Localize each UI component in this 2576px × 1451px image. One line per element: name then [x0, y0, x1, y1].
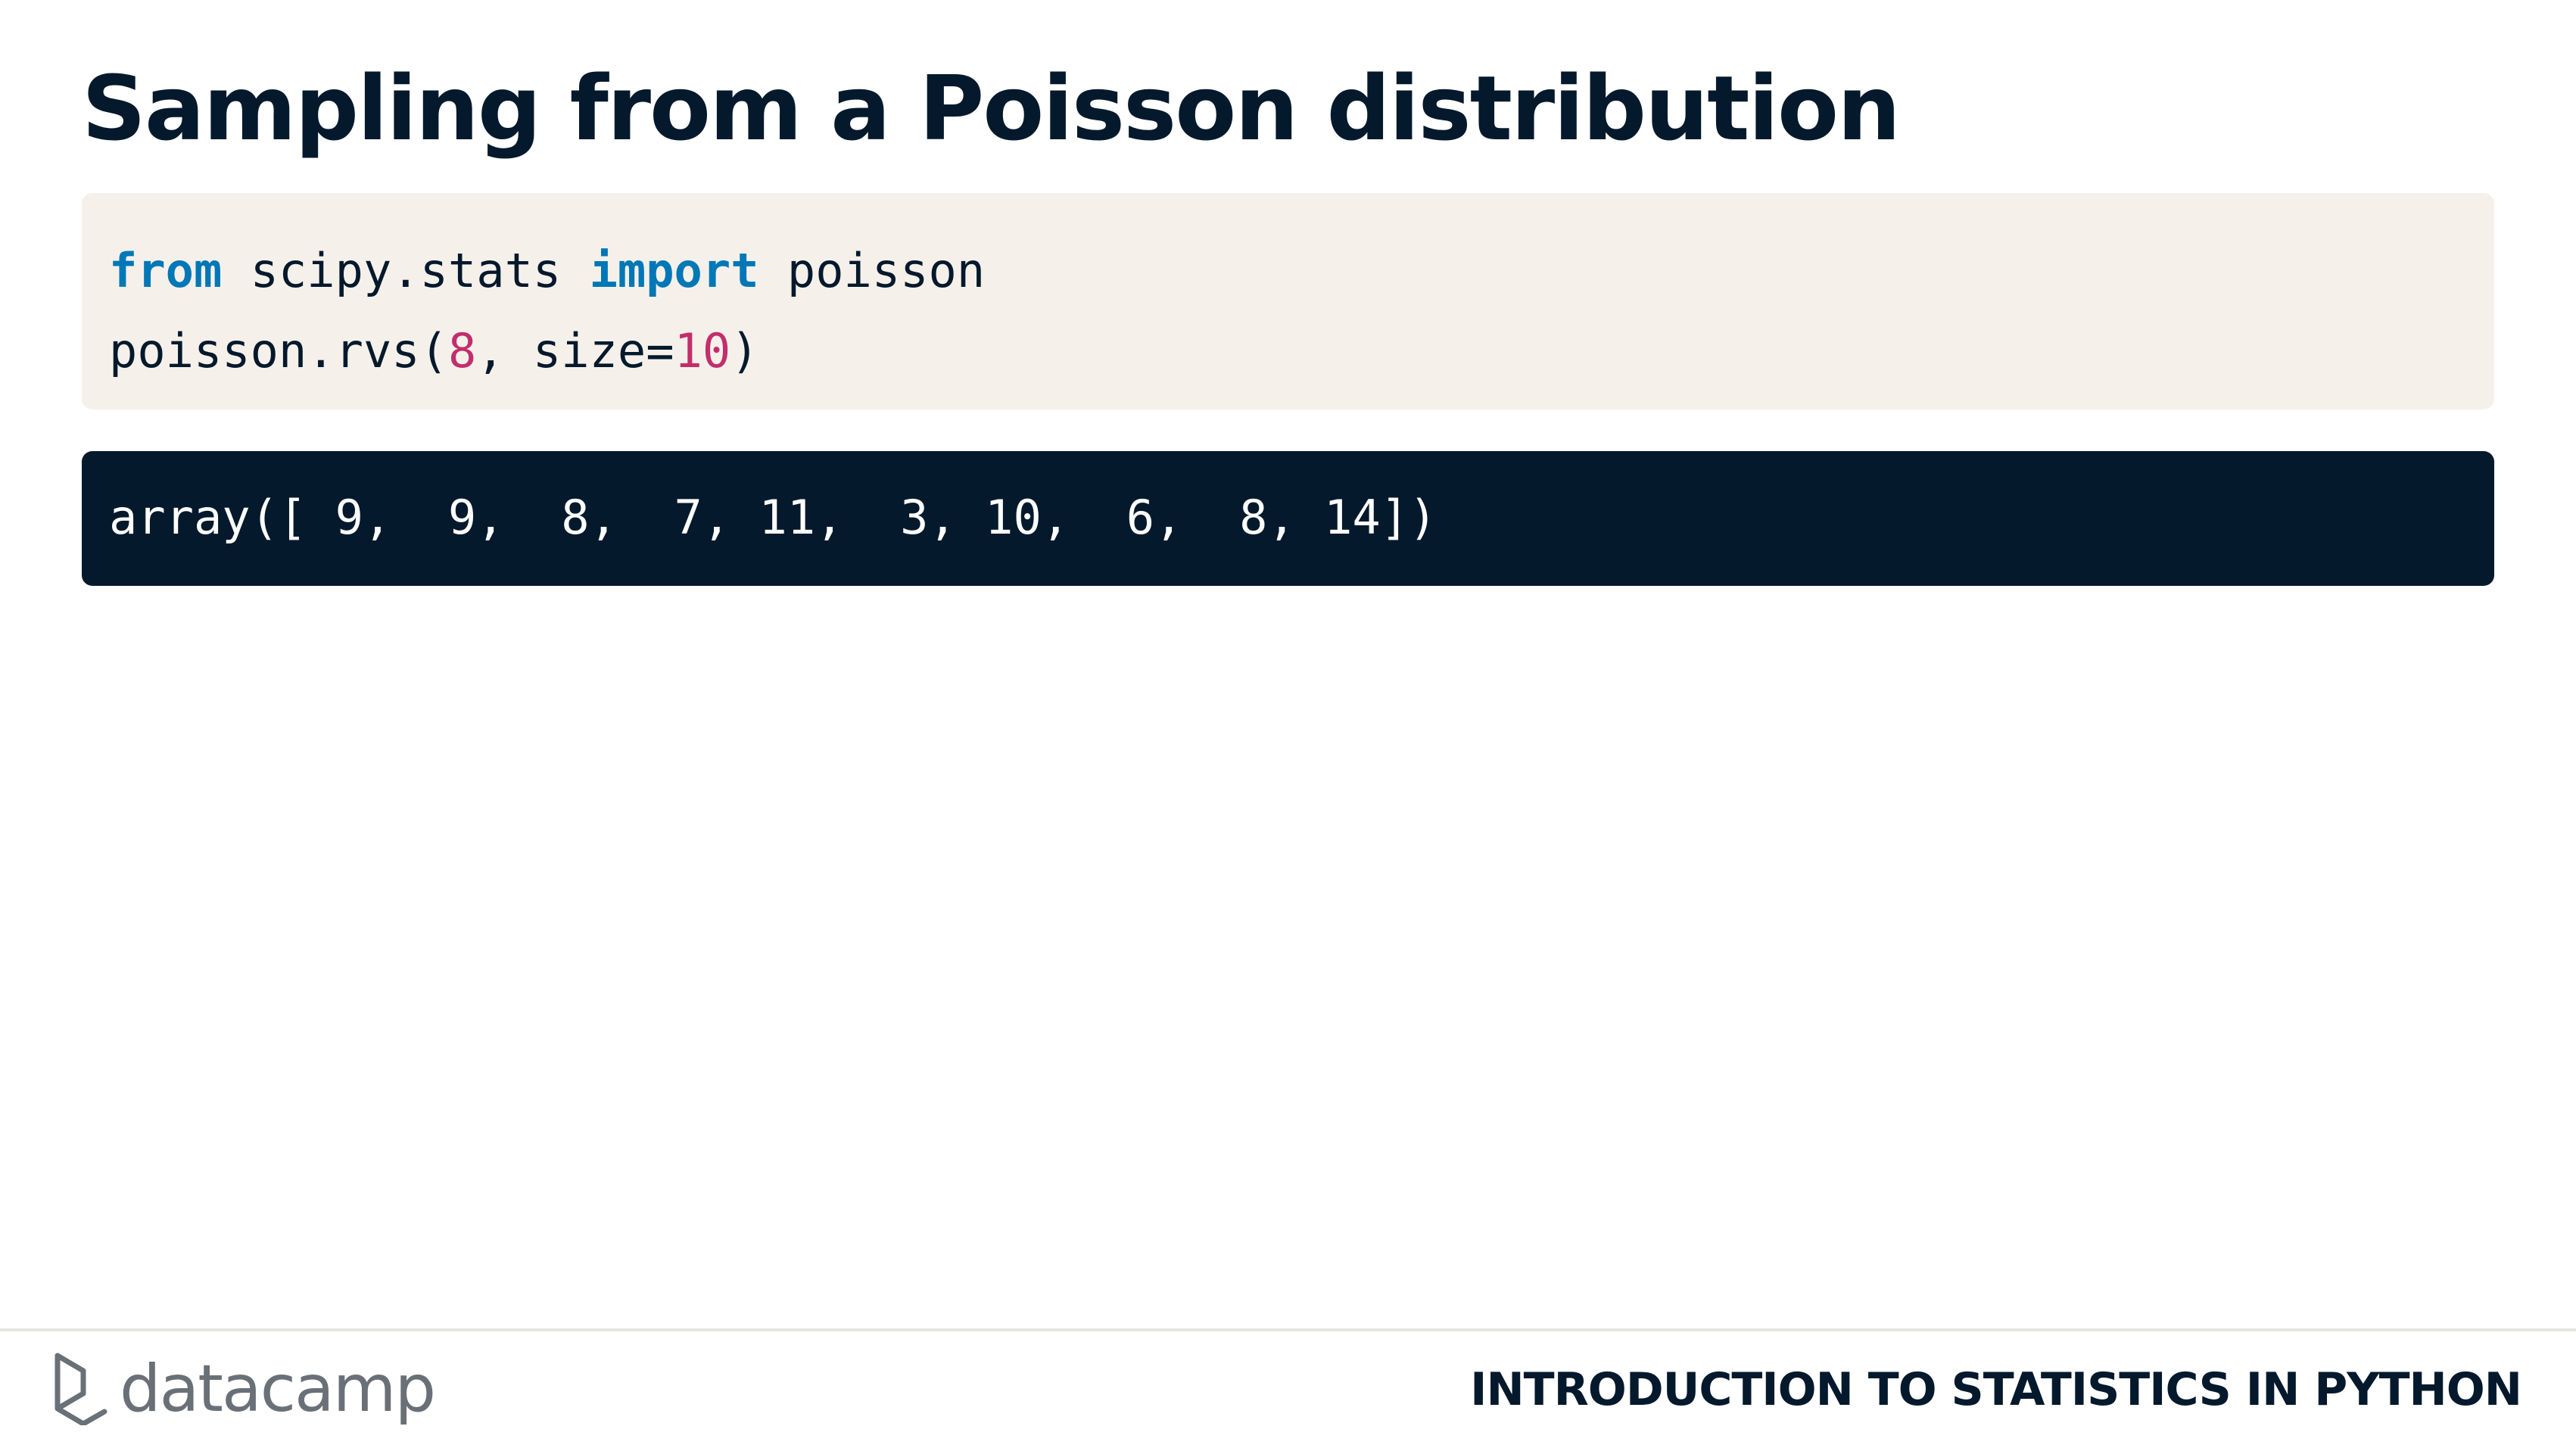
code-keyword-import: import [589, 243, 759, 298]
datacamp-logo-icon [55, 1353, 107, 1425]
code-size-value: 10 [674, 323, 731, 378]
code-line-rvs: poisson.rvs(8, size=10) [109, 311, 2494, 391]
datacamp-logo: datacamp [53, 1351, 436, 1427]
code-size-arg: , size= [476, 323, 674, 378]
slide-title: Sampling from a Poisson distribution [82, 56, 1901, 160]
code-line-import: from scipy.stats import poisson [109, 231, 2494, 311]
code-close-paren: ) [730, 323, 759, 378]
code-keyword-from: from [109, 243, 223, 298]
code-block: from scipy.stats import poisson poisson.… [82, 193, 2494, 409]
footer-divider [0, 1328, 2576, 1331]
code-imported-name: poisson [758, 243, 986, 298]
output-block: array([ 9, 9, 8, 7, 11, 3, 10, 6, 8, 14]… [82, 451, 2494, 586]
output-text: array([ 9, 9, 8, 7, 11, 3, 10, 6, 8, 14]… [109, 490, 1438, 545]
code-module: scipy.stats [222, 243, 590, 298]
code-call: poisson.rvs( [109, 323, 448, 378]
course-name: INTRODUCTION TO STATISTICS IN PYTHON [1470, 1363, 2522, 1416]
code-mu-value: 8 [447, 323, 477, 378]
datacamp-logo-text: datacamp [120, 1351, 436, 1427]
